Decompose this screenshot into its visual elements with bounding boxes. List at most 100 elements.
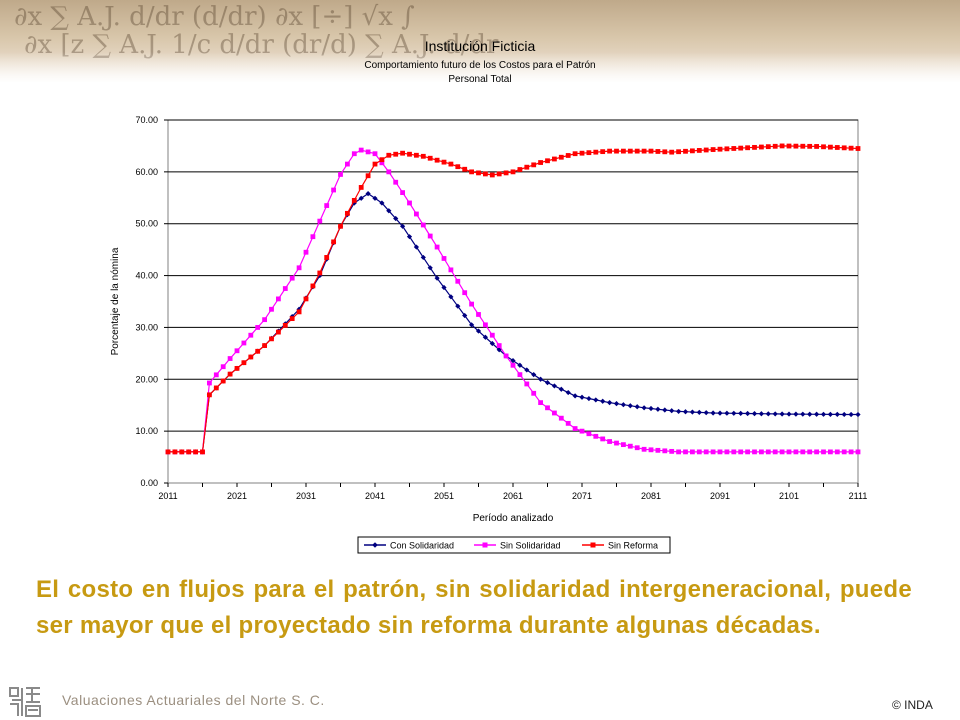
data-point xyxy=(482,334,488,340)
data-point xyxy=(793,143,799,149)
x-tick-label: 2041 xyxy=(365,491,385,501)
data-point xyxy=(841,145,847,151)
data-point xyxy=(545,405,550,411)
data-point xyxy=(828,449,833,455)
data-point xyxy=(469,301,474,307)
data-point xyxy=(759,144,764,150)
data-point xyxy=(807,449,813,455)
data-point xyxy=(414,152,419,158)
data-point xyxy=(593,397,599,403)
data-point xyxy=(227,371,233,377)
data-point xyxy=(489,332,495,338)
legend-marker xyxy=(372,542,378,548)
data-point xyxy=(765,449,771,455)
data-point xyxy=(696,449,702,455)
data-point xyxy=(690,148,695,154)
data-point xyxy=(621,442,626,448)
data-point xyxy=(324,203,330,208)
data-point xyxy=(386,169,392,175)
data-point xyxy=(600,398,606,404)
data-point xyxy=(821,144,826,150)
data-point xyxy=(276,296,281,302)
data-point xyxy=(317,218,323,224)
data-point xyxy=(724,146,730,152)
data-point xyxy=(717,410,723,416)
company-name: Valuaciones Actuariales del Norte S. C. xyxy=(62,692,325,708)
data-point xyxy=(462,290,468,296)
x-tick-label: 2061 xyxy=(503,491,523,501)
data-point xyxy=(579,150,585,156)
data-point xyxy=(848,411,854,418)
legend-label: Sin Reforma xyxy=(608,541,658,551)
data-point xyxy=(517,362,523,368)
data-point xyxy=(772,449,778,455)
data-point xyxy=(489,172,495,178)
company-logo-icon xyxy=(9,687,41,717)
data-point xyxy=(579,394,585,400)
data-point xyxy=(565,153,571,158)
data-point xyxy=(420,222,426,228)
data-point xyxy=(276,329,281,335)
data-point xyxy=(738,410,744,417)
data-point xyxy=(572,393,578,399)
data-point xyxy=(386,208,392,214)
data-point xyxy=(345,210,350,216)
legend-label: Sin Solidaridad xyxy=(500,541,561,551)
data-point xyxy=(510,358,516,364)
data-point xyxy=(745,410,751,417)
legend-marker xyxy=(482,542,488,548)
y-tick-label: 30.00 xyxy=(135,322,158,332)
data-point xyxy=(655,447,661,453)
data-point xyxy=(696,409,702,415)
data-point xyxy=(586,150,592,156)
data-point xyxy=(510,362,516,368)
data-point xyxy=(655,406,661,412)
data-point xyxy=(648,447,654,453)
data-point xyxy=(779,411,785,417)
data-point xyxy=(689,409,695,415)
data-point xyxy=(455,303,461,309)
data-point xyxy=(469,169,474,175)
data-point xyxy=(710,410,716,416)
data-point xyxy=(710,147,716,152)
data-point xyxy=(400,223,406,229)
data-point xyxy=(234,348,240,354)
data-point xyxy=(662,407,668,413)
data-point xyxy=(827,411,833,417)
data-point xyxy=(262,317,267,323)
data-point xyxy=(531,372,537,378)
data-point xyxy=(731,410,737,416)
data-point xyxy=(414,211,419,217)
x-tick-label: 2071 xyxy=(572,491,592,501)
data-point xyxy=(476,312,481,317)
x-tick-label: 2101 xyxy=(779,491,799,501)
data-point xyxy=(690,449,695,455)
data-point xyxy=(855,449,861,455)
data-point xyxy=(289,316,295,322)
data-point xyxy=(351,197,357,203)
data-point xyxy=(524,164,530,170)
data-point xyxy=(220,378,226,384)
data-point xyxy=(558,415,564,421)
data-point xyxy=(634,148,640,154)
x-tick-label: 2091 xyxy=(710,491,730,501)
data-point xyxy=(669,408,675,414)
data-point xyxy=(558,386,564,392)
data-point xyxy=(855,146,861,151)
data-point xyxy=(310,283,316,289)
data-point xyxy=(627,403,633,409)
data-point xyxy=(779,143,785,149)
data-point xyxy=(358,195,364,201)
data-point xyxy=(820,411,827,417)
data-point xyxy=(220,364,226,370)
data-point xyxy=(614,148,619,154)
data-point xyxy=(600,149,606,155)
data-point xyxy=(627,148,633,154)
data-point xyxy=(303,249,309,255)
data-point xyxy=(614,440,619,446)
data-point xyxy=(752,449,757,455)
data-point xyxy=(372,195,378,201)
data-point xyxy=(282,322,288,328)
data-point xyxy=(703,147,709,153)
y-tick-label: 0.00 xyxy=(140,478,158,488)
